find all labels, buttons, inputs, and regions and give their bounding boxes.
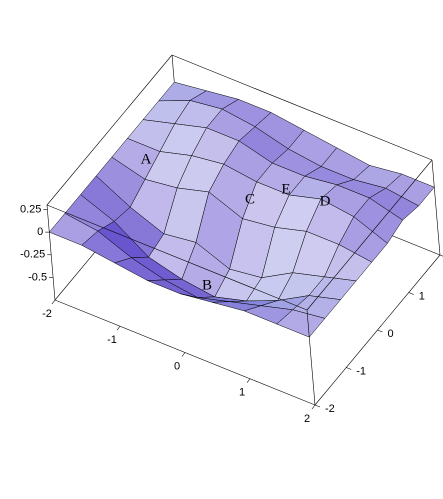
x-tick-label: -1 [107, 334, 117, 346]
x-tick-label: 0 [174, 360, 180, 372]
x-tick-label: 1 [239, 387, 245, 399]
surface-patch [276, 309, 326, 338]
annotation: C [245, 191, 255, 207]
annotation: B [202, 277, 212, 293]
box-edge [431, 159, 441, 256]
box-edge [306, 309, 316, 406]
y-tick [377, 329, 383, 333]
y-tick-label: -1 [356, 365, 366, 377]
x-tick-label: 2 [304, 413, 310, 425]
annotation: D [320, 193, 331, 209]
z-tick-label: 0.25 [20, 203, 41, 215]
z-tick-label: -0.25 [20, 249, 45, 261]
y-tick-label: -2 [325, 403, 335, 415]
y-tick [314, 404, 321, 408]
x-tick [116, 326, 121, 331]
y-tick [346, 367, 352, 370]
y-tick [408, 292, 414, 295]
annotation: A [141, 151, 152, 167]
box-edge [46, 54, 173, 206]
x-tick [181, 352, 186, 357]
box-edge [171, 54, 433, 161]
z-tick-label: 0 [37, 226, 43, 238]
x-tick [51, 299, 56, 305]
x-tick-label: -2 [42, 308, 52, 320]
box-edge [46, 204, 308, 311]
x-tick [311, 404, 316, 410]
box-edge [306, 159, 433, 311]
y-tick-label: 1 [419, 290, 425, 302]
x-tick [246, 378, 251, 383]
z-tick-label: -0.5 [28, 271, 47, 283]
annotation: E [281, 181, 290, 197]
y-tick-label: 0 [388, 328, 394, 340]
box-edge [46, 204, 56, 301]
